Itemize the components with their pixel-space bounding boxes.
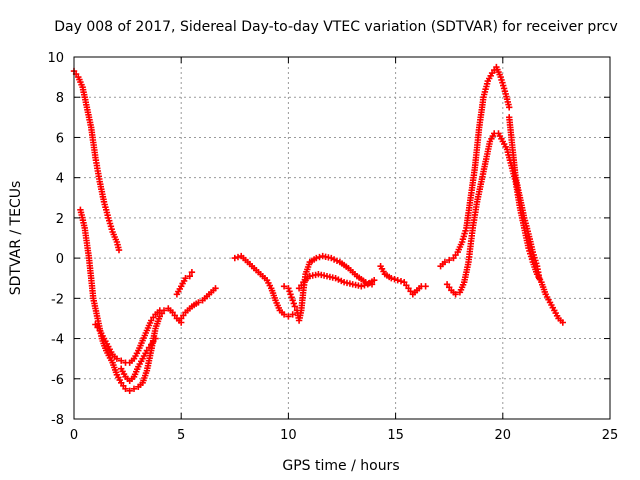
data-point-marks <box>173 269 196 298</box>
plot-frame <box>73 56 611 420</box>
data-point-marks <box>70 67 123 254</box>
data-point-marks <box>231 252 296 320</box>
x-tick-label: 15 <box>387 428 404 443</box>
y-tick-label: 0 <box>56 252 64 267</box>
y-tick-label: -4 <box>51 333 64 348</box>
data-point-marks <box>178 285 219 322</box>
data-point-marks <box>437 63 513 270</box>
series-pass-1 <box>70 67 123 254</box>
series-pass-10 <box>377 263 429 298</box>
series-pass-7 <box>231 252 296 320</box>
y-axis-label: SDTVAR / TECUs <box>8 181 24 296</box>
x-tick-label: 20 <box>495 428 512 443</box>
data-point-marks <box>506 114 543 282</box>
data-point-marks <box>443 130 566 326</box>
x-tick-label: 0 <box>70 428 78 443</box>
series-pass-4 <box>118 335 159 384</box>
chart-title: Day 008 of 2017, Sidereal Day-to-day VTE… <box>54 19 618 35</box>
x-tick-label: 5 <box>177 428 185 443</box>
series-pass-2 <box>77 206 185 394</box>
y-tick-label: 6 <box>56 131 64 146</box>
data-point-marks <box>118 335 159 384</box>
series-pass-11 <box>437 63 513 270</box>
x-tick-label: 25 <box>602 428 619 443</box>
y-tick-label: -8 <box>51 413 64 428</box>
data-point-marks <box>77 206 185 394</box>
data-marks <box>70 63 566 394</box>
y-tick-label: 10 <box>47 51 64 66</box>
y-tick-label: 2 <box>56 212 64 227</box>
data-point-marks <box>377 263 429 298</box>
y-tick-label: -2 <box>51 292 64 307</box>
y-tick-label: 4 <box>56 172 64 187</box>
series-pass-9 <box>295 271 378 292</box>
series-pass-12 <box>443 130 566 326</box>
series-pass-5 <box>173 269 196 298</box>
y-tick-label: 8 <box>56 91 64 106</box>
x-tick-label: 10 <box>280 428 297 443</box>
tick-labels: 0 5 10 15 20 25 -8 -6 -4 -2 0 2 4 6 8 10 <box>47 51 618 443</box>
series-pass-6 <box>178 285 219 322</box>
x-axis-label: GPS time / hours <box>282 458 399 474</box>
data-point-marks <box>295 271 378 292</box>
y-tick-label: -6 <box>51 373 64 388</box>
series-pass-3 <box>92 307 163 366</box>
axis-ticks <box>73 56 611 420</box>
series-pass-13 <box>506 114 543 282</box>
data-point-marks <box>92 307 163 366</box>
